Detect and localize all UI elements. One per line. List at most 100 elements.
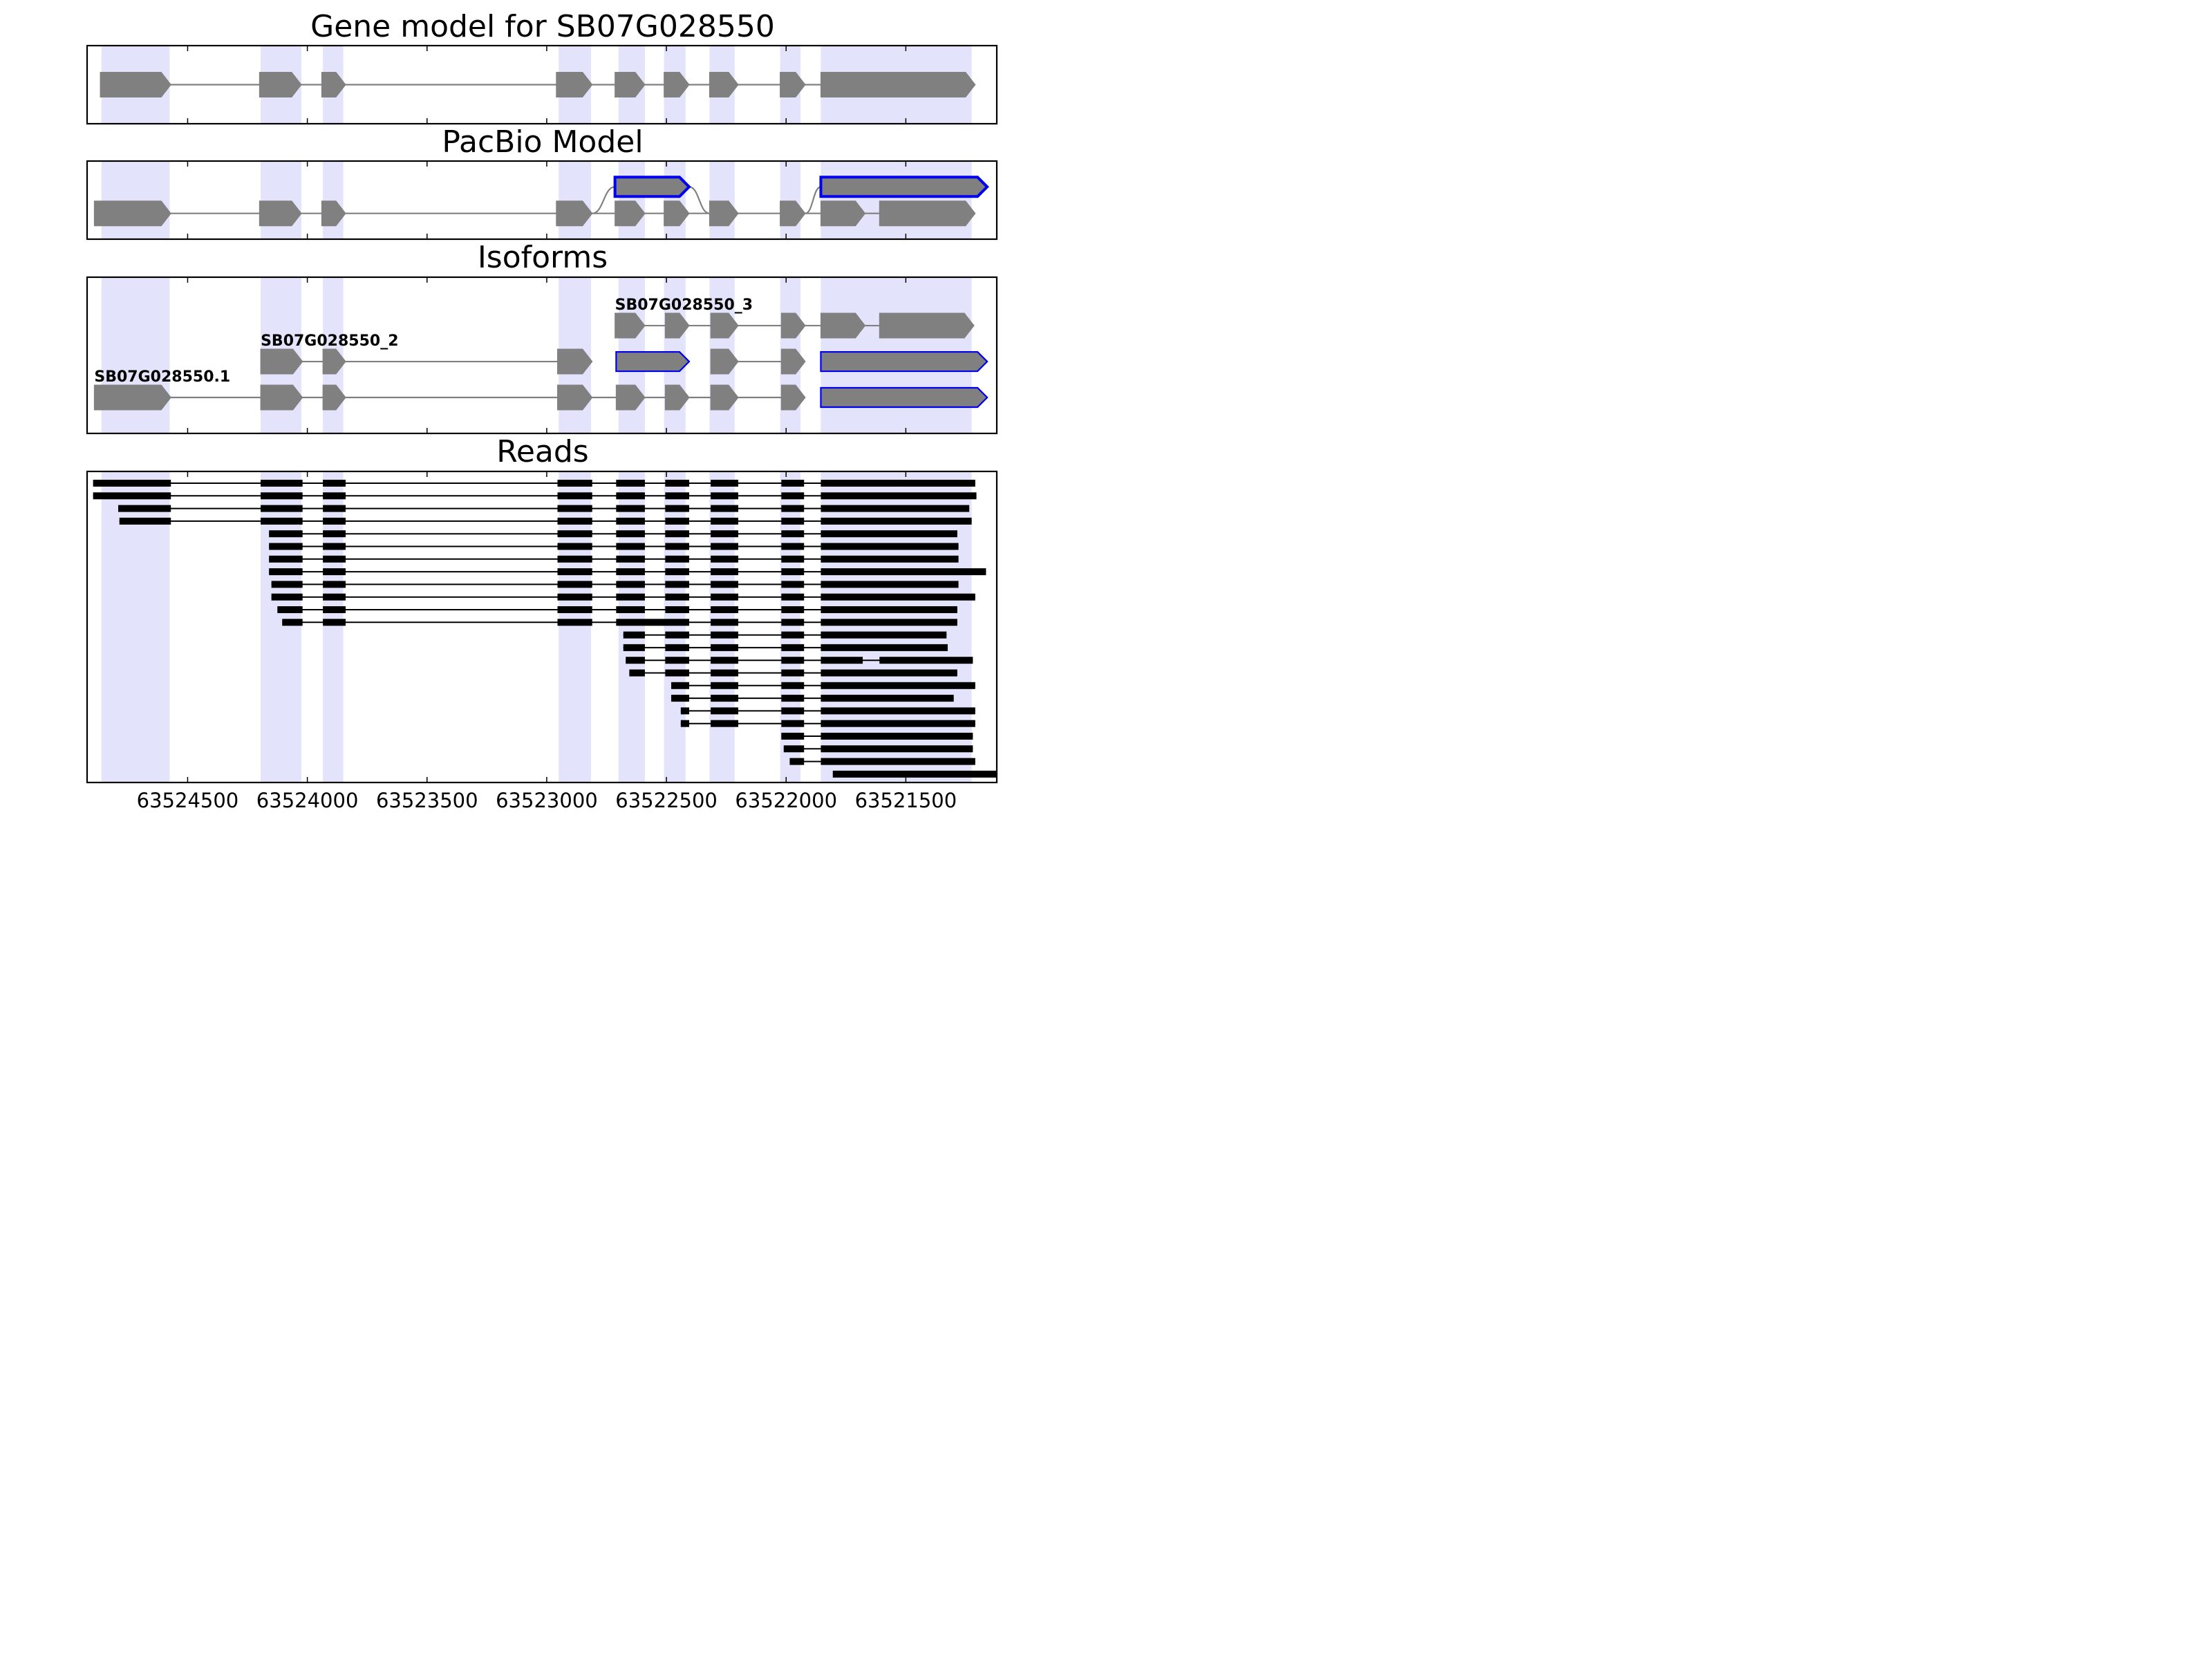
read-block xyxy=(557,568,592,576)
exon-arrow xyxy=(615,384,646,411)
read-block xyxy=(323,517,346,525)
read-block xyxy=(261,492,303,500)
exon-arrow-outlined xyxy=(820,350,988,373)
read-block xyxy=(671,695,689,702)
read-block xyxy=(711,606,738,613)
read-block xyxy=(665,480,689,487)
exon-arrow xyxy=(709,72,739,97)
exon-arrow xyxy=(780,200,806,227)
read-block xyxy=(665,543,689,550)
exon-arrow xyxy=(557,384,593,411)
read-block xyxy=(282,619,303,626)
exon-arrow xyxy=(615,312,646,339)
read-block xyxy=(821,644,948,651)
x-axis: 63524500 63524000 63523500 63523000 63522500… xyxy=(137,789,957,812)
read-block xyxy=(711,517,738,525)
read-block xyxy=(821,555,959,563)
x-tick-label: 63523000 xyxy=(496,789,598,812)
exon-highlight-band xyxy=(618,161,645,239)
read-block xyxy=(781,619,805,626)
gene-structure-figure: Gene model for SB07G028550 PacBio Model … xyxy=(86,9,998,812)
read-block xyxy=(665,492,689,500)
exon-arrow xyxy=(322,348,346,375)
read-block xyxy=(711,631,738,639)
read-block xyxy=(781,581,805,588)
read-block xyxy=(261,517,303,525)
read-block xyxy=(323,492,346,500)
read-block xyxy=(711,505,738,512)
read-block xyxy=(821,733,973,740)
read-block xyxy=(821,657,863,664)
exon-arrow xyxy=(780,72,806,97)
exon-arrow xyxy=(780,348,806,375)
read-block xyxy=(781,669,805,677)
x-tick-label: 63523500 xyxy=(376,789,478,812)
read-block xyxy=(821,631,947,639)
read-block xyxy=(271,593,303,601)
read-block xyxy=(616,619,689,626)
exon-arrow xyxy=(820,200,866,227)
read-block xyxy=(616,480,645,487)
read-block xyxy=(781,492,805,500)
exon-arrow xyxy=(259,72,302,97)
read-block xyxy=(665,644,689,651)
exon-highlight-band xyxy=(559,161,591,239)
read-block xyxy=(821,505,970,512)
read-block xyxy=(783,745,805,753)
read-block xyxy=(781,505,805,512)
read-block xyxy=(271,581,303,588)
read-block xyxy=(671,682,689,689)
read-block xyxy=(879,657,973,664)
read-block xyxy=(323,530,346,538)
x-tick-label: 63524000 xyxy=(256,789,359,812)
read-block xyxy=(269,530,303,538)
read-block xyxy=(623,631,645,639)
read-block xyxy=(665,631,689,639)
read-block xyxy=(711,543,738,550)
exon-arrow xyxy=(879,200,976,227)
exon-arrow xyxy=(664,384,690,411)
exon-arrow xyxy=(615,72,646,97)
panel-title-gene-model: Gene model for SB07G028550 xyxy=(310,9,775,44)
read-block xyxy=(557,517,592,525)
read-block xyxy=(711,480,738,487)
read-block xyxy=(269,543,303,550)
exon-arrow-outlined xyxy=(615,350,691,373)
exon-arrow xyxy=(664,72,690,97)
read-block xyxy=(323,581,346,588)
exon-arrow xyxy=(100,72,171,97)
x-tick-label: 63522000 xyxy=(735,789,837,812)
exon-arrow xyxy=(710,348,739,375)
exon-arrow xyxy=(879,312,975,339)
read-block xyxy=(781,530,805,538)
read-block xyxy=(711,707,738,715)
read-block xyxy=(781,682,805,689)
read-block xyxy=(616,530,645,538)
isoforms-panel: SB07G028550.1 SB07G028550_2 SB07G028550_3 xyxy=(86,276,998,435)
read-block xyxy=(323,606,346,613)
exon-arrow xyxy=(260,348,303,375)
read-block xyxy=(93,480,171,487)
exon-arrow xyxy=(780,312,806,339)
read-block xyxy=(821,606,957,613)
read-block xyxy=(821,517,972,525)
read-block xyxy=(821,480,975,487)
read-block xyxy=(616,606,645,613)
exon-arrow-outlined xyxy=(819,176,989,198)
read-block xyxy=(711,530,738,538)
read-block xyxy=(323,568,346,576)
read-block xyxy=(711,695,738,702)
read-block xyxy=(711,568,738,576)
read-block xyxy=(711,669,738,677)
read-block xyxy=(711,682,738,689)
read-block xyxy=(711,644,738,651)
read-block xyxy=(269,555,303,563)
read-block xyxy=(665,530,689,538)
read-block xyxy=(323,505,346,512)
read-block xyxy=(557,492,592,500)
read-block xyxy=(781,695,805,702)
read-block xyxy=(557,505,592,512)
read-block xyxy=(781,707,805,715)
x-tick-label: 63522500 xyxy=(615,789,718,812)
read-block xyxy=(665,505,689,512)
